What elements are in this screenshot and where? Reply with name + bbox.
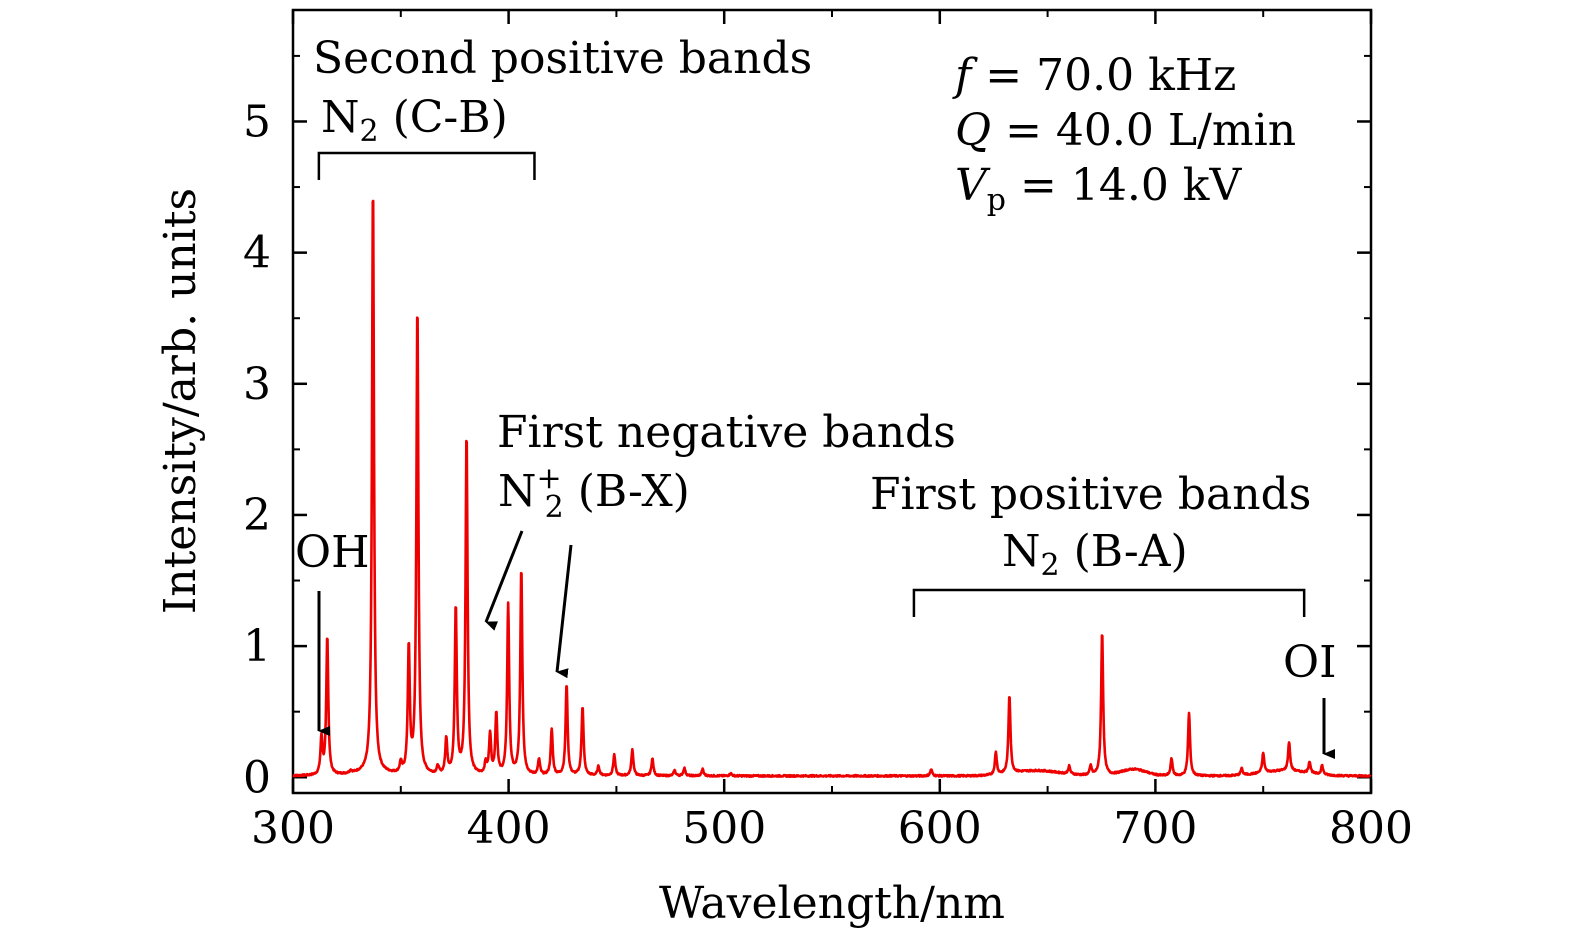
conditions-box: f = 70.0 kHz Q = 40.0 L/min Vp = 14.0 kV — [952, 50, 1296, 218]
x-axis-label: Wavelength/nm — [659, 878, 1005, 929]
annotation-first-negative-title: First negative bands — [497, 407, 956, 458]
x-tick-label: 600 — [898, 803, 982, 854]
annotation-second-positive-label: N2 (C-B) — [321, 92, 508, 149]
arrow-first-negative-1 — [484, 530, 524, 631]
y-tick-label: 2 — [243, 490, 271, 541]
annotation-oh: OH — [295, 527, 369, 736]
x-tick-label: 300 — [251, 803, 335, 854]
annotation-first-negative: First negative bands N+ 2 (B-X) — [484, 407, 956, 679]
x-tick-label: 700 — [1113, 803, 1197, 854]
annotation-first-positive-title: First positive bands — [870, 469, 1311, 520]
x-tick-label: 400 — [467, 803, 551, 854]
annotation-second-positive-title: Second positive bands — [313, 33, 812, 84]
spectrum-series-line — [292, 199, 1372, 778]
condition-flow-rate: Q = 40.0 L/min — [955, 105, 1296, 156]
y-axis-label: Intensity/arb. units — [155, 188, 206, 614]
annotation-oh-label: OH — [295, 527, 369, 578]
y-tick-label: 0 — [243, 752, 271, 803]
annotation-first-positive-label: N2 (B-A) — [1002, 526, 1188, 583]
y-tick-label: 5 — [243, 96, 271, 147]
x-tick-label: 500 — [682, 803, 766, 854]
condition-frequency: f = 70.0 kHz — [952, 50, 1236, 101]
arrow-first-negative-2 — [555, 544, 573, 679]
annotation-oi-label: OI — [1283, 637, 1336, 688]
y-tick-label: 1 — [243, 621, 271, 672]
annotation-first-positive-bracket — [912, 588, 1306, 617]
y-axis: 0 1 2 3 4 5 — [243, 54, 1371, 803]
annotation-first-negative-label: N+ 2 (B-X) — [498, 461, 690, 525]
y-tick-label: 4 — [243, 228, 271, 279]
condition-peak-voltage: Vp = 14.0 kV — [955, 160, 1242, 218]
x-tick-label: 800 — [1329, 803, 1413, 854]
annotation-oi: OI — [1283, 637, 1336, 759]
annotation-second-positive: Second positive bands N2 (C-B) — [313, 33, 812, 180]
y-tick-label: 3 — [243, 359, 271, 410]
annotation-second-positive-bracket — [317, 151, 536, 180]
annotation-first-positive: First positive bands N2 (B-A) — [870, 469, 1311, 617]
x-axis: 300 400 500 600 700 800 — [251, 10, 1413, 854]
